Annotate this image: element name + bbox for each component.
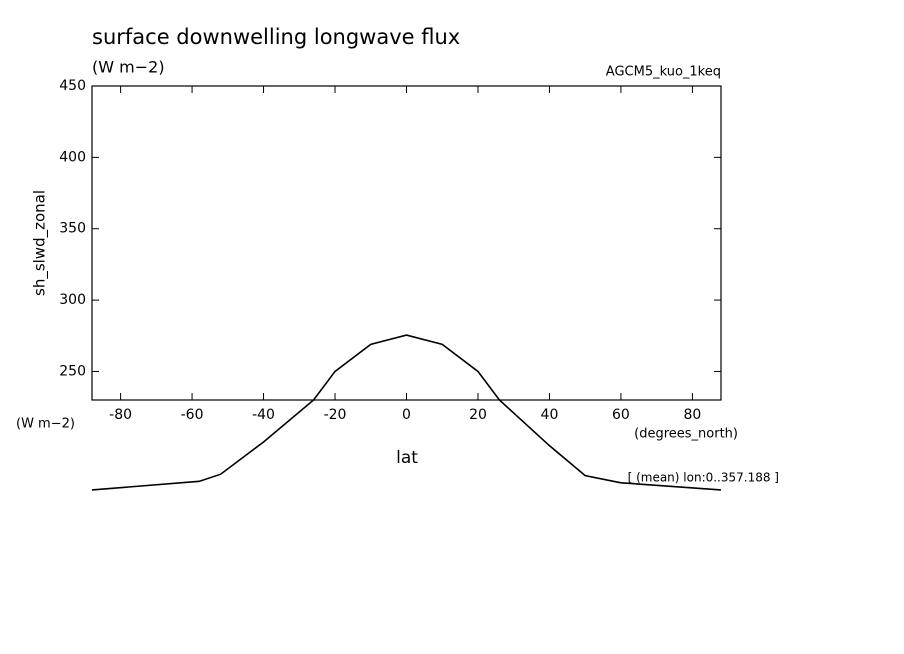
x-units: (degrees_north) xyxy=(634,427,738,442)
data-line xyxy=(91,334,722,491)
y-tick-label: 350 xyxy=(59,221,86,237)
x-tick-label: 20 xyxy=(469,407,487,423)
annotation: AGCM5_kuo_1keq xyxy=(606,65,721,80)
x-tick-label: -20 xyxy=(324,407,347,423)
x-tick-label: 80 xyxy=(683,407,701,423)
x-tick-label: 0 xyxy=(402,407,411,423)
y-axis-label: sh_slwd_zonal xyxy=(31,190,50,296)
y-units: (W m−2) xyxy=(16,417,75,432)
y-tick-label: 250 xyxy=(59,363,86,379)
y-tick-label: 300 xyxy=(59,292,86,308)
x-axis-label: lat xyxy=(396,448,418,468)
chart-title: surface downwelling longwave flux xyxy=(92,25,460,49)
y-tick-label: 450 xyxy=(59,78,86,94)
subtitle: (W m−2) xyxy=(92,58,165,77)
x-tick-label: 60 xyxy=(612,407,630,423)
x-tick-label: 40 xyxy=(541,407,559,423)
x-tick-label: -40 xyxy=(252,407,275,423)
x-tick-label: -80 xyxy=(109,407,132,423)
note: [ (mean) lon:0..357.188 ] xyxy=(628,471,779,485)
x-tick-label: -60 xyxy=(181,407,204,423)
y-tick-label: 400 xyxy=(59,149,86,165)
